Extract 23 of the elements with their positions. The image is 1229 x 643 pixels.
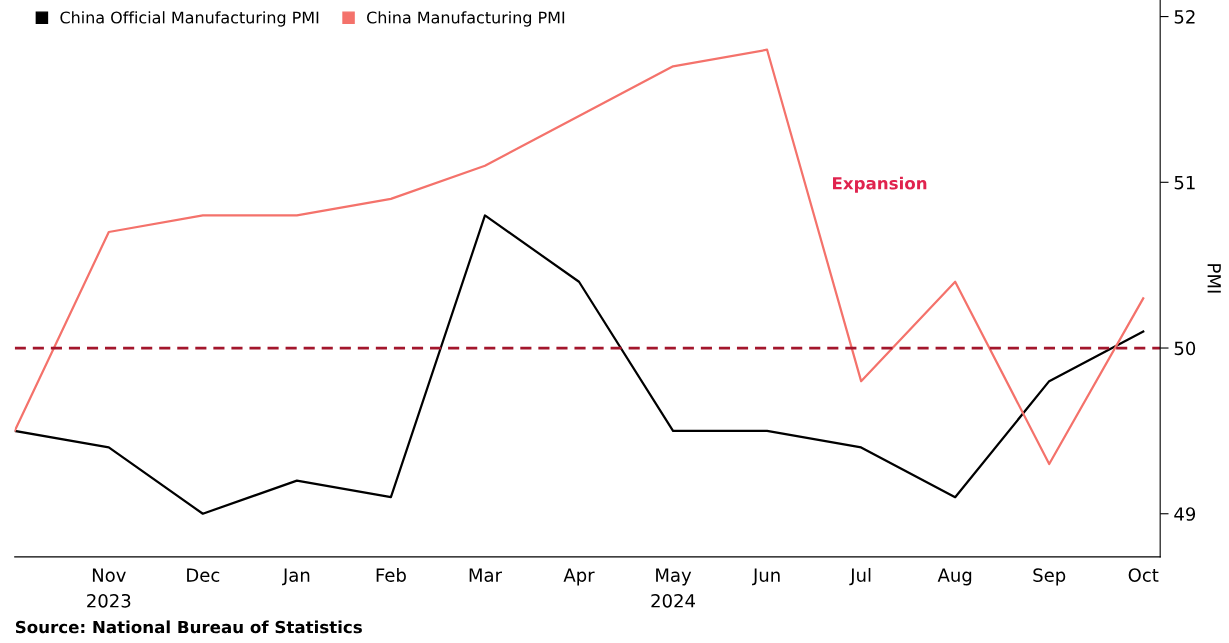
y-tick-label: 52 bbox=[1174, 10, 1195, 24]
x-tick-label: Jul bbox=[849, 567, 871, 586]
legend-label: China Official Manufacturing PMI bbox=[60, 11, 319, 27]
x-tick-label: Nov 2023 bbox=[87, 568, 131, 608]
x-tick-label: Feb bbox=[376, 567, 406, 582]
legend-label: China Manufacturing PMI bbox=[367, 11, 565, 27]
x-tick-label: Oct bbox=[1128, 568, 1159, 582]
x-tick-label: Mar bbox=[469, 568, 502, 582]
y-tick-label: 50 bbox=[1174, 341, 1196, 356]
x-tick-label: Sep bbox=[1033, 568, 1066, 586]
line-series bbox=[14, 48, 1145, 466]
annotation: Expansion bbox=[833, 176, 927, 193]
y-tick-label: 49 bbox=[1174, 507, 1196, 521]
x-tick-label: Dec bbox=[187, 568, 220, 582]
y-axis-title: PMI bbox=[1207, 264, 1221, 293]
x-tick-label: Jan bbox=[282, 568, 310, 586]
source-note: Source: National Bureau of Statistics bbox=[15, 620, 362, 634]
x-tick-label: Apr bbox=[563, 568, 595, 586]
x-tick-label: May 2024 bbox=[651, 568, 695, 608]
y-tick-label: 51 bbox=[1174, 175, 1195, 190]
x-tick-label: Aug bbox=[937, 568, 972, 586]
line-series bbox=[14, 214, 1145, 515]
x-tick-label: Jun bbox=[752, 568, 780, 586]
